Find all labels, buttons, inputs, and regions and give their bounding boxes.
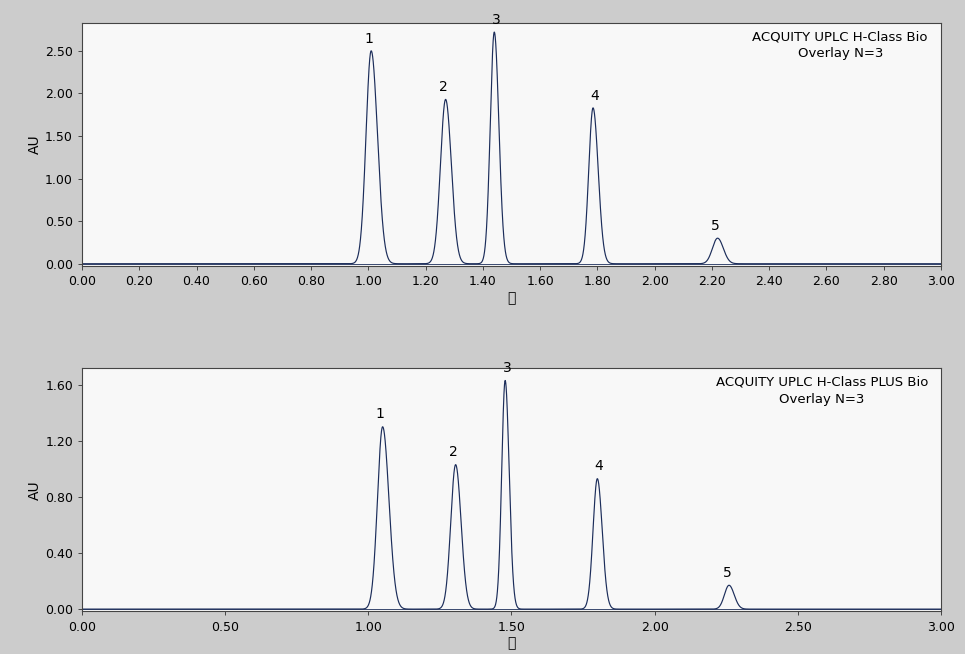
Text: 3: 3: [492, 13, 501, 27]
X-axis label: 分: 分: [508, 291, 515, 305]
Text: 1: 1: [365, 31, 373, 46]
Text: 2: 2: [439, 80, 448, 94]
Text: ACQUITY UPLC H-Class PLUS Bio
Overlay N=3: ACQUITY UPLC H-Class PLUS Bio Overlay N=…: [716, 375, 928, 405]
X-axis label: 分: 分: [508, 636, 515, 650]
Text: ACQUITY UPLC H-Class Bio
Overlay N=3: ACQUITY UPLC H-Class Bio Overlay N=3: [753, 30, 928, 60]
Y-axis label: AU: AU: [28, 480, 42, 500]
Y-axis label: AU: AU: [28, 135, 42, 154]
Text: 5: 5: [723, 566, 731, 579]
Text: 4: 4: [590, 89, 599, 103]
Text: 2: 2: [449, 445, 457, 459]
Text: 4: 4: [593, 459, 602, 473]
Text: 1: 1: [375, 407, 384, 421]
Text: 5: 5: [711, 219, 720, 233]
Text: 3: 3: [504, 361, 512, 375]
